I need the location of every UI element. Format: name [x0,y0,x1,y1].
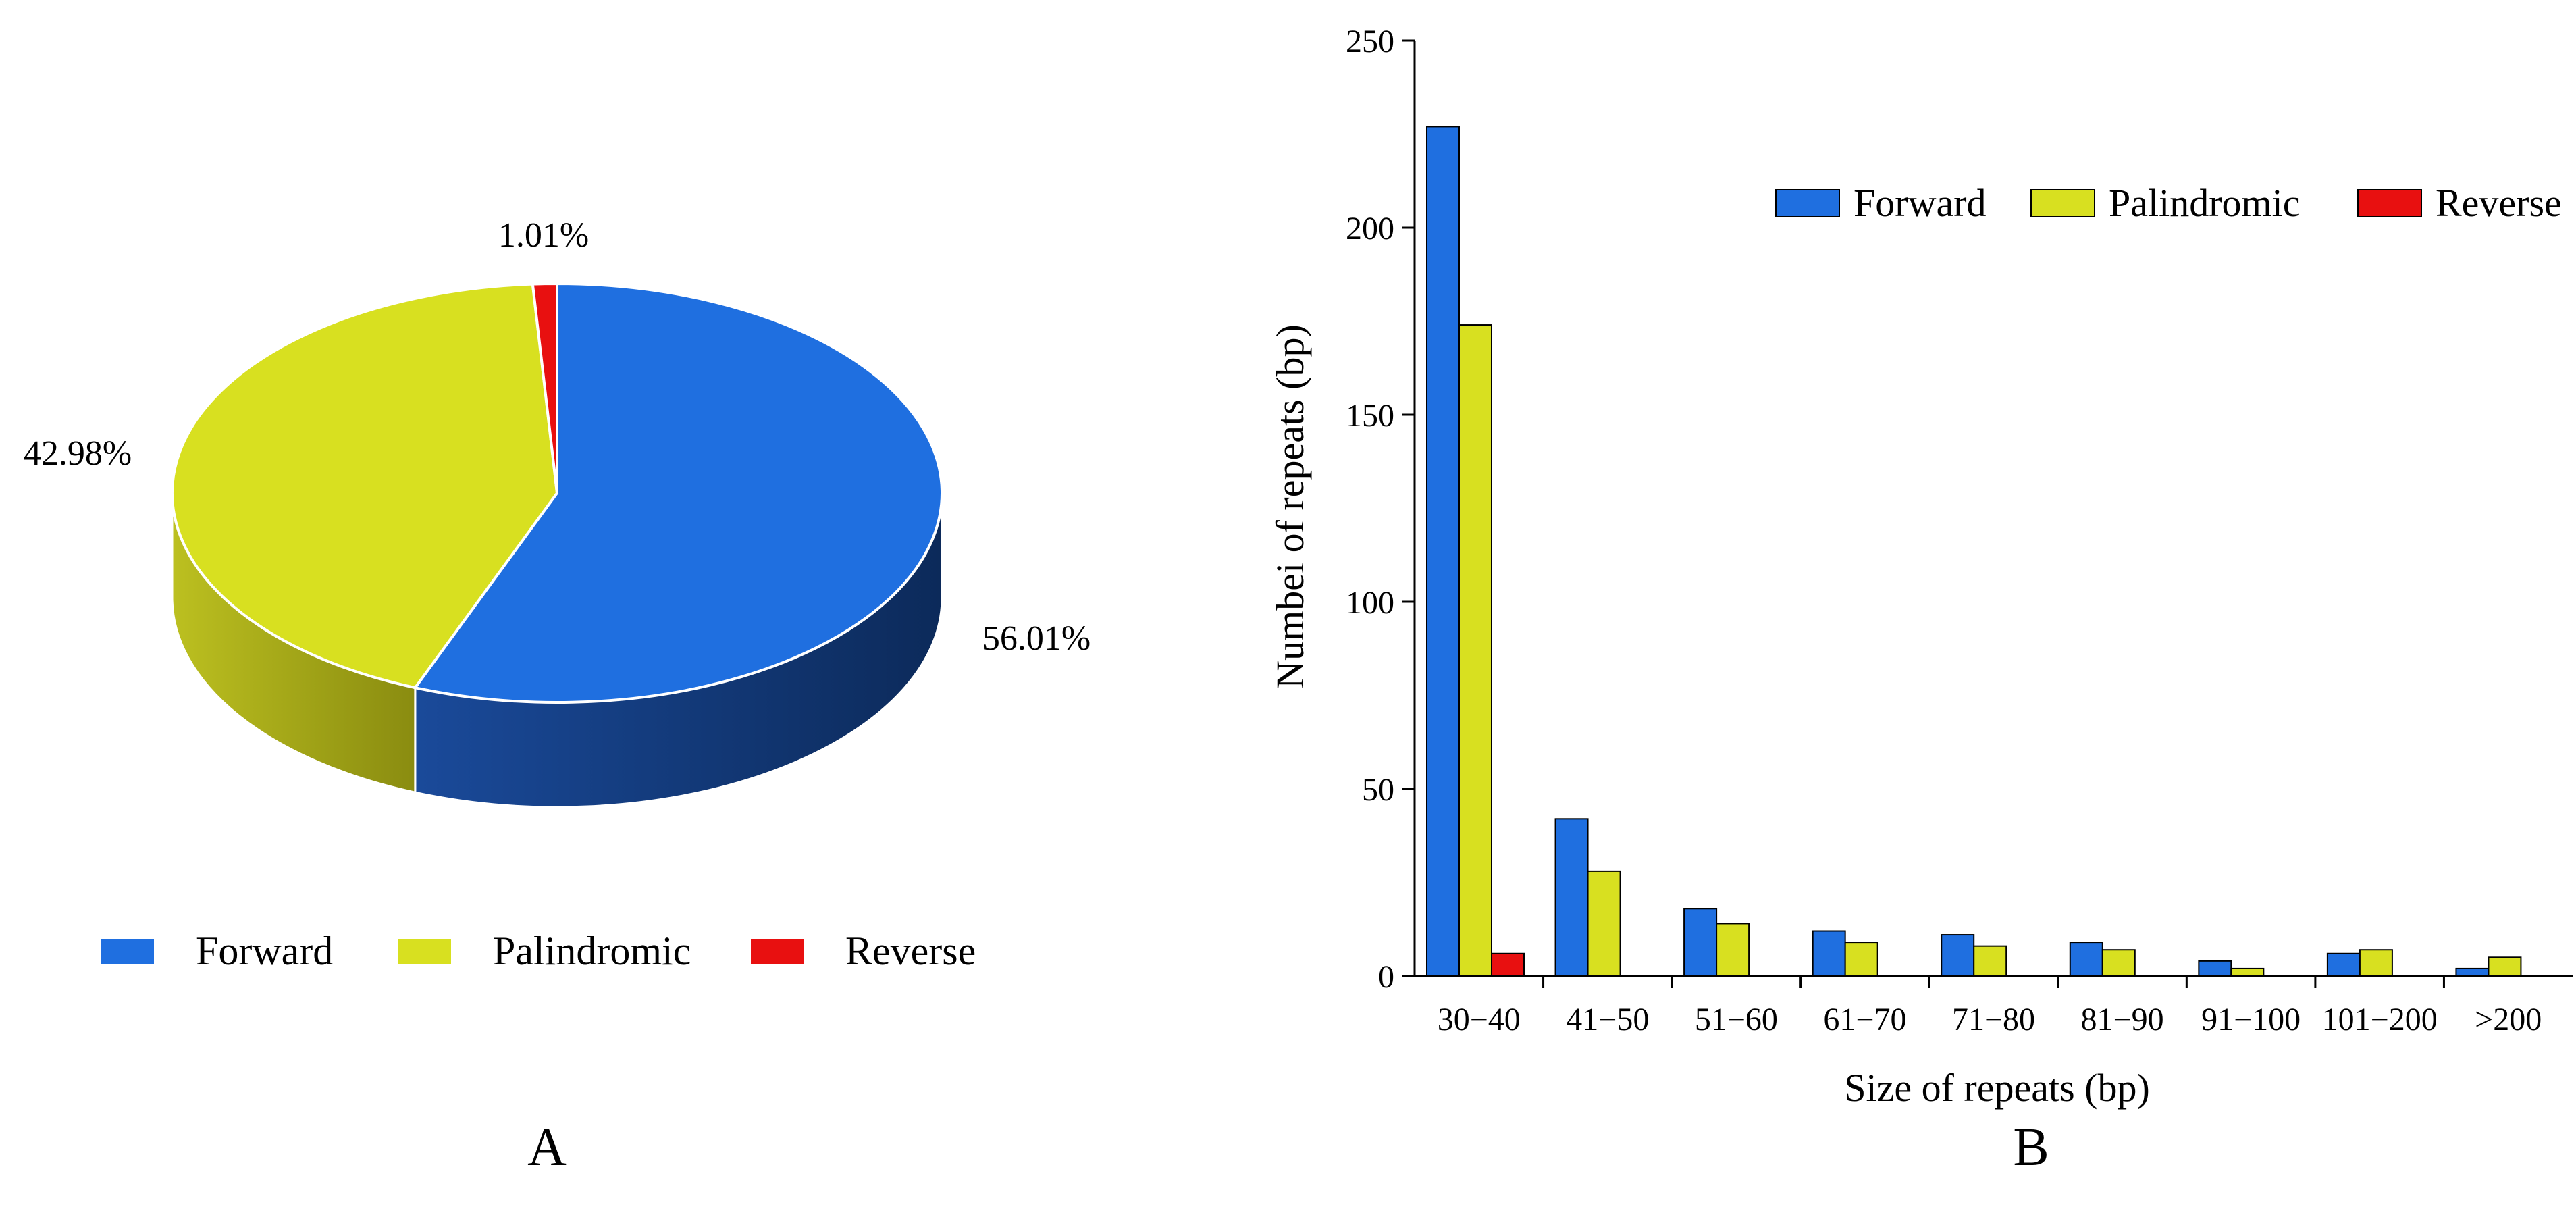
y-tick-label: 0 [1378,959,1394,995]
bar-palindromic [1458,324,1492,977]
panel-label-b: B [2013,1118,2049,1177]
bar-forward [1426,126,1460,977]
pie-legend-swatch-reverse [751,939,804,964]
bar-legend-label-reverse: Reverse [2436,181,2562,225]
bar-palindromic [1973,945,2007,977]
x-tick-label: >200 [2475,1002,2542,1037]
pie-legend-label-reverse: Reverse [845,929,976,973]
bar-palindromic [1587,870,1621,977]
x-tick-label: 91−100 [2201,1002,2301,1037]
bar-palindromic [2359,949,2393,977]
pie-legend-label-palindromic: Palindromic [493,929,691,973]
bar-forward [2455,967,2490,977]
y-tick-label: 150 [1346,398,1394,434]
y-tick-label: 100 [1346,585,1394,621]
bar-palindromic [1844,942,1878,977]
bar-palindromic [1716,923,1750,977]
bar-forward [2069,942,2103,977]
x-tick-label: 51−60 [1695,1002,1778,1037]
pie-label-reverse: 1.01% [498,216,589,255]
y-tick-label: 50 [1362,772,1394,808]
bar-palindromic [2230,967,2265,977]
bar-palindromic [2101,949,2136,977]
x-tick-label: 81−90 [2081,1002,2164,1037]
panel-label-a: A [527,1118,567,1177]
y-tick-label: 200 [1346,211,1394,247]
bar-forward [1812,930,1846,977]
bar-palindromic [2488,956,2522,977]
bar-forward [1554,818,1589,977]
x-tick-label: 61−70 [1823,1002,1906,1037]
y-axis-title: Numbei of repeats (bp) [1268,324,1312,689]
pie-chart: 56.01% 42.98% 1.01% [24,216,1090,808]
pie-label-forward: 56.01% [982,619,1090,658]
x-tick-label: 30−40 [1438,1002,1521,1037]
y-tick-label: 250 [1346,24,1394,59]
pie-legend-label-forward: Forward [196,929,333,973]
bar-reverse [1491,952,1525,977]
bar-legend-swatch-reverse [2357,189,2422,217]
pie-legend: Forward Palindromic Reverse [101,929,976,973]
bar-legend-label-palindromic: Palindromic [2109,181,2301,225]
bar-forward [1683,908,1718,977]
bar-forward [2198,960,2232,977]
bar-forward [2326,952,2361,977]
bar-chart: 0 50 100 150 200 250 30−40 41−50 51−60 61−70 71−80… [1268,24,2573,1110]
pie-legend-swatch-forward [101,939,154,964]
x-tick-label: 41−50 [1566,1002,1649,1037]
bar-legend-swatch-palindromic [2030,189,2095,217]
pie-slice-palindromic [171,282,559,690]
x-axis-title: Size of repeats (bp) [1844,1066,2150,1110]
bar-legend-swatch-forward [1775,189,1840,217]
pie-legend-swatch-palindromic [398,939,451,964]
bar-legend-label-forward: Forward [1854,181,1987,225]
bar-forward [1941,934,1975,977]
pie-slice-forward [413,282,943,704]
x-tick-label: 71−80 [1952,1002,2035,1037]
pie-slice-reverse [531,282,558,494]
x-tick-label: 101−200 [2322,1002,2438,1037]
pie-label-palindromic: 42.98% [24,434,132,473]
